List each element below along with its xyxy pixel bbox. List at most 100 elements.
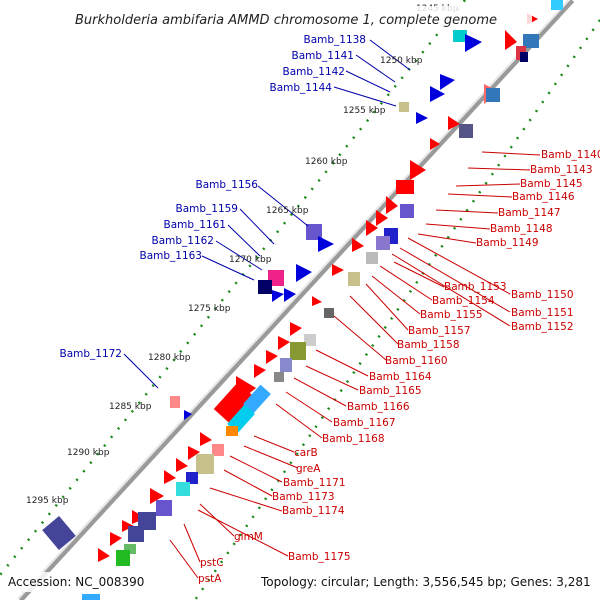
gene-label[interactable]: Bamb_1146	[512, 191, 575, 203]
gene-feature	[200, 432, 212, 446]
gene-label[interactable]: Bamb_1159	[175, 203, 238, 215]
outer-tick-track	[0, 0, 466, 576]
gene-feature	[430, 86, 445, 102]
gene-feature	[430, 138, 440, 150]
gene-feature	[410, 160, 426, 180]
gene-features	[42, 0, 563, 600]
accession-text: Accession: NC_008390	[8, 575, 144, 589]
gene-label[interactable]: Bamb_1155	[420, 309, 483, 321]
gene-feature	[150, 488, 164, 504]
gene-label[interactable]: Bamb_1167	[333, 417, 396, 429]
kbp-tick-label: 1265 kbp	[266, 206, 309, 216]
gene-label[interactable]: Bamb_1148	[490, 223, 553, 235]
gene-feature	[116, 550, 130, 566]
gene-feature	[386, 196, 398, 214]
gene-label[interactable]: Bamb_1162	[151, 235, 214, 247]
gene-feature	[266, 350, 278, 364]
gene-label[interactable]: Bamb_1157	[408, 325, 471, 337]
gene-feature	[226, 426, 238, 436]
gene-label[interactable]: Bamb_1168	[322, 433, 385, 445]
gene-label[interactable]: carB	[294, 447, 318, 459]
gene-label[interactable]: Bamb_1161	[163, 219, 226, 231]
gene-label[interactable]: pstA	[198, 573, 222, 585]
gene-feature	[523, 34, 539, 48]
gene-label[interactable]: pstC	[200, 557, 224, 569]
reverse-gene-labels: Bamb_1140 Bamb_1143 Bamb_1145 Bamb_1146 …	[198, 149, 600, 585]
kbp-tick-label: 1295 kbp	[26, 496, 69, 506]
genome-backbone	[17, 0, 575, 600]
kbp-tick-label: 1270 kbp	[229, 255, 272, 265]
gene-feature	[138, 512, 156, 530]
gene-label[interactable]: greA	[296, 463, 321, 475]
gene-feature	[296, 264, 312, 282]
gene-feature	[304, 334, 316, 346]
gene-label[interactable]: Bamb_1141	[291, 50, 354, 62]
gene-label[interactable]: Bamb_1166	[347, 401, 410, 413]
gene-feature	[396, 180, 414, 194]
gene-feature	[520, 52, 528, 62]
gene-feature	[318, 236, 334, 252]
gene-feature	[399, 102, 409, 112]
gene-feature	[110, 532, 122, 546]
gene-feature	[551, 0, 563, 10]
gene-feature	[465, 34, 482, 52]
gene-feature	[212, 444, 224, 456]
gene-label[interactable]: Bamb_1165	[359, 385, 422, 397]
gene-label[interactable]: Bamb_1153	[444, 281, 507, 293]
gene-feature	[376, 210, 388, 226]
gene-label[interactable]: Bamb_1173	[272, 491, 335, 503]
kbp-tick-label: 1280 kbp	[148, 353, 191, 363]
gene-label[interactable]: Bamb_1154	[432, 295, 495, 307]
gene-label[interactable]: Bamb_1147	[498, 207, 561, 219]
gene-label[interactable]: Bamb_1144	[269, 82, 332, 94]
gene-label[interactable]: Bamb_1172	[59, 348, 122, 360]
forward-gene-labels: Bamb_1138 Bamb_1141 Bamb_1142 Bamb_1144 …	[59, 34, 366, 360]
gene-feature	[486, 88, 500, 102]
gene-label[interactable]: Bamb_1163	[139, 250, 202, 262]
gene-feature	[186, 472, 198, 484]
gene-label[interactable]: Bamb_1156	[195, 179, 258, 191]
gene-label[interactable]: Bamb_1160	[385, 355, 448, 367]
gene-feature	[188, 446, 200, 460]
gene-label[interactable]: Bamb_1142	[282, 66, 345, 78]
gene-feature	[459, 124, 473, 138]
gene-label[interactable]: Bamb_1175	[288, 551, 351, 563]
gene-feature	[196, 454, 214, 474]
gene-feature	[243, 384, 271, 414]
gene-label[interactable]: Bamb_1145	[520, 178, 583, 190]
gene-label[interactable]: Bamb_1149	[476, 237, 539, 249]
kbp-tick-label: 1285 kbp	[109, 402, 152, 412]
gene-feature	[376, 236, 390, 250]
gene-feature	[176, 482, 190, 496]
gene-label[interactable]: glmM	[234, 531, 263, 543]
gene-feature	[290, 322, 302, 336]
gene-feature	[254, 364, 266, 378]
gene-feature	[258, 280, 272, 294]
gene-feature	[448, 116, 460, 130]
gene-feature	[453, 30, 467, 42]
kbp-tick-label: 1250 kbp	[380, 56, 423, 66]
gene-feature	[366, 220, 378, 236]
gene-label[interactable]: Bamb_1171	[283, 477, 346, 489]
gene-feature	[280, 358, 292, 372]
gene-label[interactable]: Bamb_1151	[511, 307, 574, 319]
gene-label[interactable]: Bamb_1158	[397, 339, 460, 351]
gene-label[interactable]: Bamb_1143	[530, 164, 593, 176]
gene-feature	[128, 526, 144, 542]
gene-label[interactable]: Bamb_1140	[541, 149, 600, 161]
gene-label[interactable]: Bamb_1174	[282, 505, 345, 517]
gene-label[interactable]: Bamb_1138	[303, 34, 366, 46]
gene-feature	[278, 336, 290, 350]
kbp-tick-label: 1255 kbp	[343, 106, 386, 116]
gene-label[interactable]: Bamb_1164	[369, 371, 432, 383]
gene-feature	[284, 288, 296, 302]
gene-label[interactable]: Bamb_1152	[511, 321, 574, 333]
gene-feature	[156, 500, 172, 516]
gene-feature	[312, 296, 322, 306]
kbp-tick-label: 1275 kbp	[188, 304, 231, 314]
gene-label[interactable]: Bamb_1150	[511, 289, 574, 301]
map-title: Burkholderia ambifaria AMMD chromosome 1…	[75, 13, 497, 28]
gene-feature	[42, 515, 76, 551]
gene-feature	[440, 74, 455, 90]
